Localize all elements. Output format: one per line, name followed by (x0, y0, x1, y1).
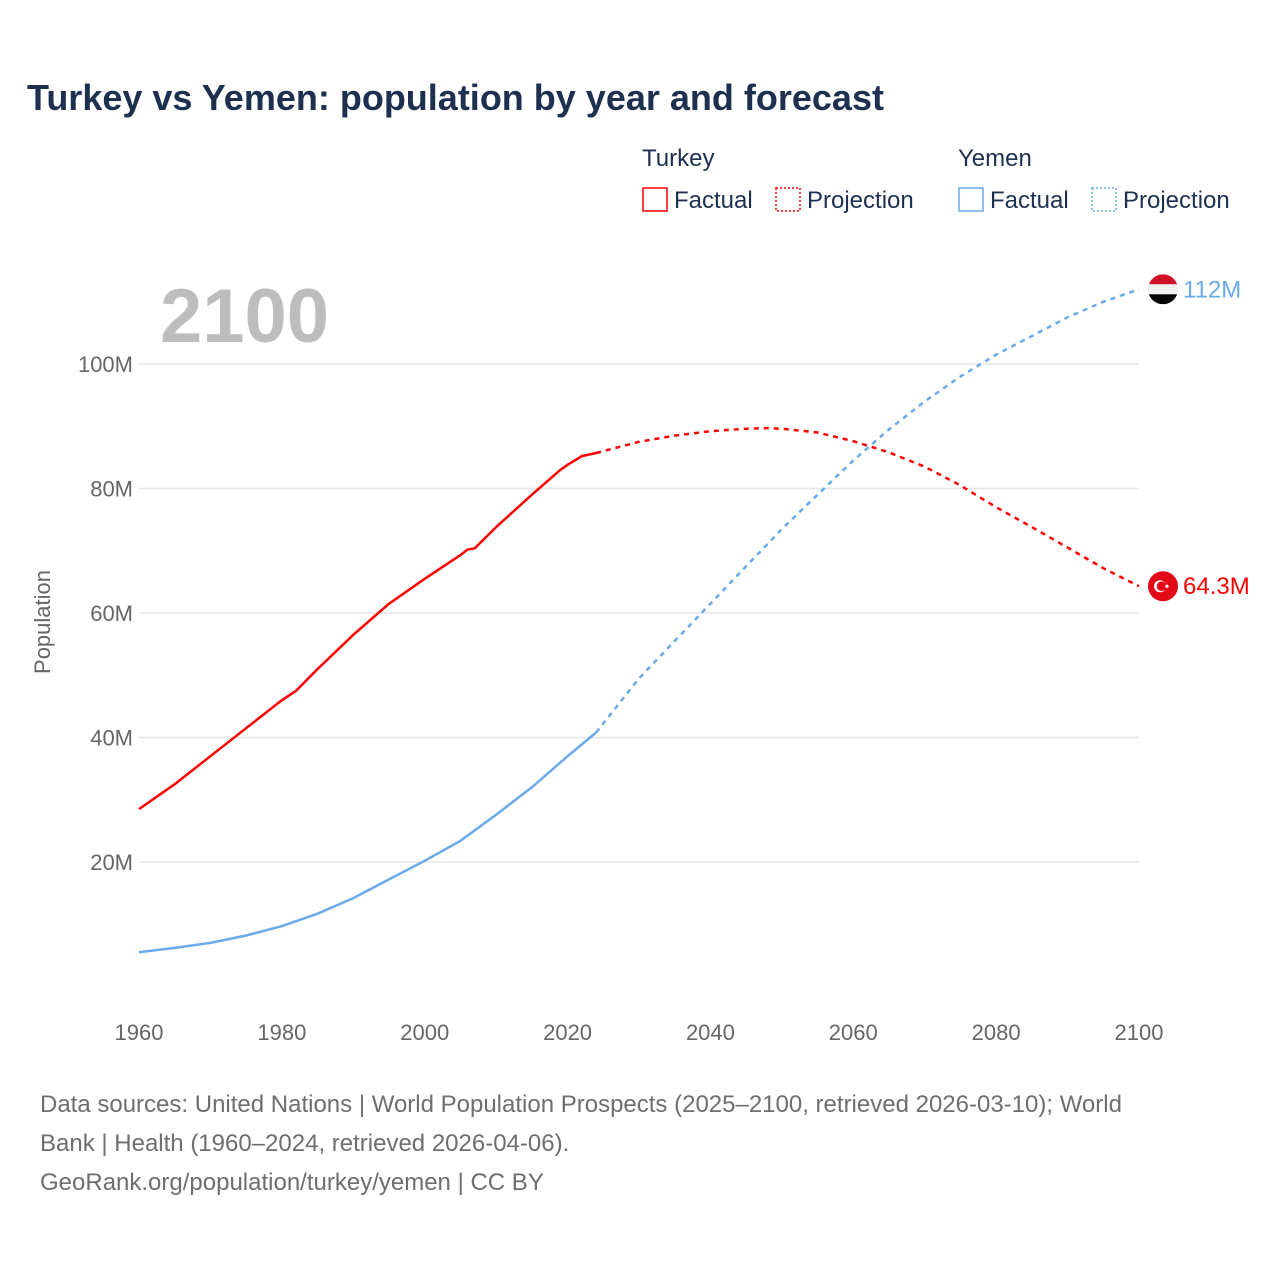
legend-projection-swatch (1091, 187, 1117, 212)
legend-group-yemen: Yemen (958, 145, 1032, 172)
y-tick-label: 100M (78, 352, 133, 377)
legend-factual-label[interactable]: Factual (674, 187, 753, 214)
turkey-flag-icon (1148, 571, 1178, 602)
x-tick-label: 2100 (1115, 1020, 1164, 1045)
y-tick-label: 40M (90, 726, 133, 751)
x-tick-label: 1980 (257, 1020, 306, 1045)
legend-factual-swatch (958, 187, 984, 212)
legend-projection-swatch (775, 187, 801, 212)
year-label: 2100 (160, 274, 329, 359)
legend-factual-swatch (642, 187, 668, 212)
y-tick-label: 20M (90, 850, 133, 875)
y-tick-label: 60M (90, 601, 133, 626)
legend-group-turkey: Turkey (642, 145, 714, 172)
x-tick-label: 2060 (829, 1020, 878, 1045)
yemen-factual-line (138, 731, 597, 954)
legend-factual-label[interactable]: Factual (990, 187, 1069, 214)
turkey-factual-line (138, 451, 597, 811)
x-tick-label: 2040 (686, 1020, 735, 1045)
footer-sources-1: Data sources: United Nations | World Pop… (40, 1091, 1122, 1118)
footer-sources-2: Bank | Health (1960–2024, retrieved 2026… (40, 1130, 569, 1157)
series-lines (138, 288, 1140, 954)
legend: Turkey Factual Projection Yemen Factual Proje… (642, 145, 1230, 214)
turkey-end-label: 64.3M (1183, 573, 1250, 600)
footer-link[interactable]: GeoRank.org/population/turkey/yemen | CC… (40, 1169, 544, 1196)
x-tick-label: 2020 (543, 1020, 592, 1045)
turkey-projection-line (595, 426, 1140, 588)
y-tick-label: 80M (90, 477, 133, 502)
legend-projection-label[interactable]: Projection (1123, 187, 1230, 214)
legend-projection-label[interactable]: Projection (807, 187, 914, 214)
yemen-end-label: 112M (1183, 276, 1241, 303)
yemen-projection-line (595, 288, 1140, 734)
x-tick-label: 2080 (972, 1020, 1021, 1045)
y-axis-label: Population (30, 570, 55, 674)
end-labels: 64.3M 112M (1148, 274, 1250, 602)
x-tick-label: 2000 (400, 1020, 449, 1045)
yemen-flag-icon (1148, 274, 1178, 305)
chart-title: Turkey vs Yemen: population by year and … (27, 77, 884, 118)
x-tick-label: 1960 (115, 1020, 164, 1045)
grid: 20M 40M 60M 80M 100M 1960 1980 2000 2020 2040 2060… (78, 352, 1164, 1045)
